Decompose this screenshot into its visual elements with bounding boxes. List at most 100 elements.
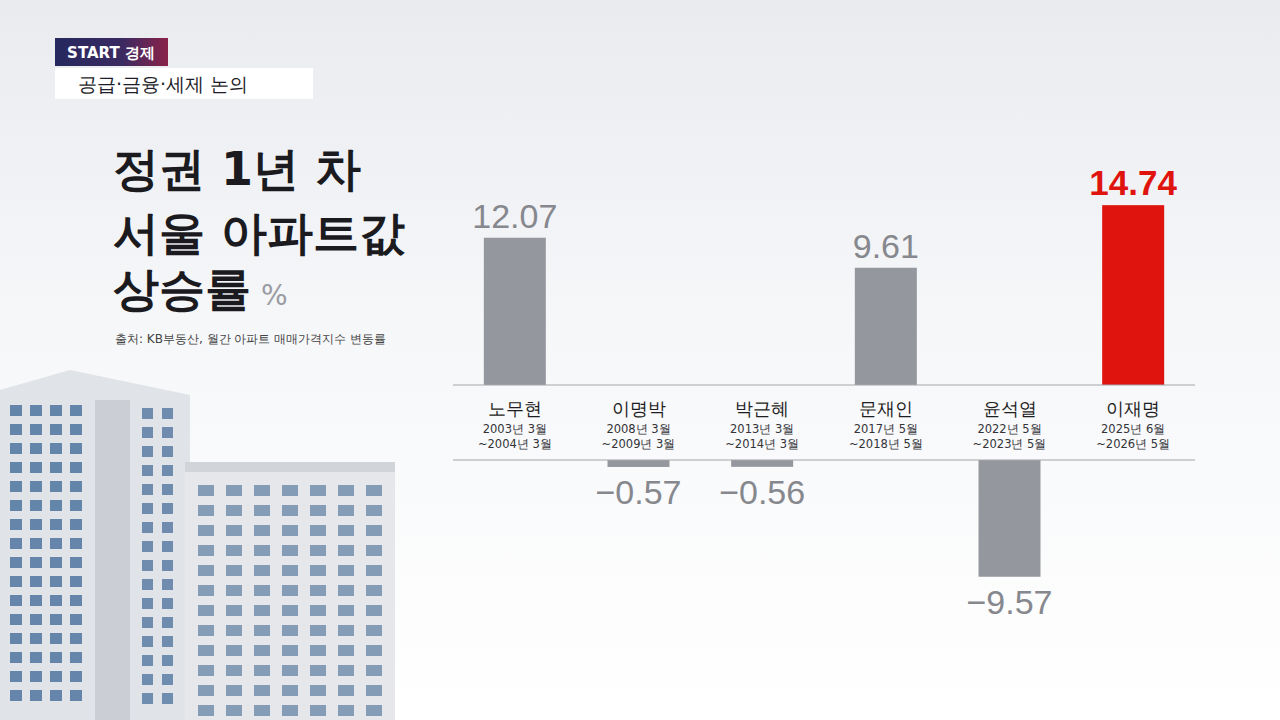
value-label: 9.61 xyxy=(853,227,919,265)
window xyxy=(310,585,326,596)
period-label: ~2004년 3월 xyxy=(478,437,552,451)
window xyxy=(282,485,298,496)
window xyxy=(70,633,82,644)
window xyxy=(366,705,382,716)
window xyxy=(254,525,270,536)
window xyxy=(198,625,214,636)
badge-box xyxy=(55,38,168,66)
window xyxy=(282,565,298,576)
category-label: 이명박 xyxy=(612,398,666,419)
labels: 12.07노무현2003년 3월~2004년 3월−0.57이명박2008년 3… xyxy=(472,163,1177,621)
window xyxy=(142,560,153,571)
period-label: ~2023년 5월 xyxy=(973,437,1047,451)
window xyxy=(254,585,270,596)
window xyxy=(282,685,298,696)
window xyxy=(338,565,354,576)
window xyxy=(310,545,326,556)
window xyxy=(10,633,22,644)
window xyxy=(366,605,382,616)
window xyxy=(162,541,173,552)
period-label: ~2026년 5월 xyxy=(1096,437,1170,451)
bars xyxy=(484,205,1164,577)
window xyxy=(10,519,22,530)
window xyxy=(50,652,62,663)
window xyxy=(10,405,22,416)
window xyxy=(254,605,270,616)
category-label: 문재인 xyxy=(859,398,913,419)
window xyxy=(10,462,22,473)
window xyxy=(50,595,62,606)
window xyxy=(10,576,22,587)
window xyxy=(142,693,153,704)
window xyxy=(142,465,153,476)
window xyxy=(366,685,382,696)
window xyxy=(50,519,62,530)
window xyxy=(30,462,42,473)
window xyxy=(282,585,298,596)
window xyxy=(226,525,242,536)
window xyxy=(50,576,62,587)
bar xyxy=(731,460,793,467)
building-illustration xyxy=(0,370,395,720)
window xyxy=(254,565,270,576)
window xyxy=(10,671,22,682)
window xyxy=(198,525,214,536)
window xyxy=(50,500,62,511)
bar xyxy=(484,238,546,385)
window xyxy=(70,614,82,625)
window xyxy=(366,665,382,676)
window xyxy=(50,462,62,473)
window xyxy=(142,503,153,514)
window xyxy=(338,545,354,556)
source: 출처: KB부동산, 월간 아파트 매매가격지수 변동률 xyxy=(115,332,386,346)
window xyxy=(142,636,153,647)
window xyxy=(142,408,153,419)
window xyxy=(254,505,270,516)
window xyxy=(226,485,242,496)
window xyxy=(162,617,173,628)
window xyxy=(366,645,382,656)
value-label: 14.74 xyxy=(1089,163,1177,202)
window xyxy=(198,665,214,676)
window xyxy=(30,443,42,454)
window xyxy=(254,485,270,496)
window xyxy=(10,538,22,549)
window xyxy=(226,665,242,676)
window xyxy=(198,505,214,516)
window xyxy=(198,485,214,496)
period-label: 2008년 3월 xyxy=(606,422,670,436)
window xyxy=(70,481,82,492)
window xyxy=(162,579,173,590)
window xyxy=(338,665,354,676)
window xyxy=(162,484,173,495)
window xyxy=(338,585,354,596)
window xyxy=(282,505,298,516)
window xyxy=(226,705,242,716)
window xyxy=(254,685,270,696)
window xyxy=(310,645,326,656)
window xyxy=(70,424,82,435)
window xyxy=(162,636,173,647)
period-label: ~2014년 3월 xyxy=(725,437,799,451)
window xyxy=(142,655,153,666)
category-label: 노무현 xyxy=(488,398,542,419)
category-label: 이재명 xyxy=(1106,398,1160,419)
window xyxy=(30,481,42,492)
badge: START 경제 xyxy=(67,44,155,62)
chart-canvas: START 경제공급·금융·세제 논의정권 1년 차서울 아파트값상승률%출처:… xyxy=(0,0,1280,720)
value-label: −0.57 xyxy=(595,473,681,511)
window xyxy=(226,505,242,516)
window xyxy=(366,625,382,636)
window xyxy=(338,605,354,616)
window xyxy=(10,500,22,511)
window xyxy=(70,652,82,663)
unit: % xyxy=(261,279,288,312)
window xyxy=(366,525,382,536)
window xyxy=(198,645,214,656)
window xyxy=(366,505,382,516)
window xyxy=(282,545,298,556)
window xyxy=(162,655,173,666)
window xyxy=(30,690,42,701)
window xyxy=(70,595,82,606)
window xyxy=(30,405,42,416)
